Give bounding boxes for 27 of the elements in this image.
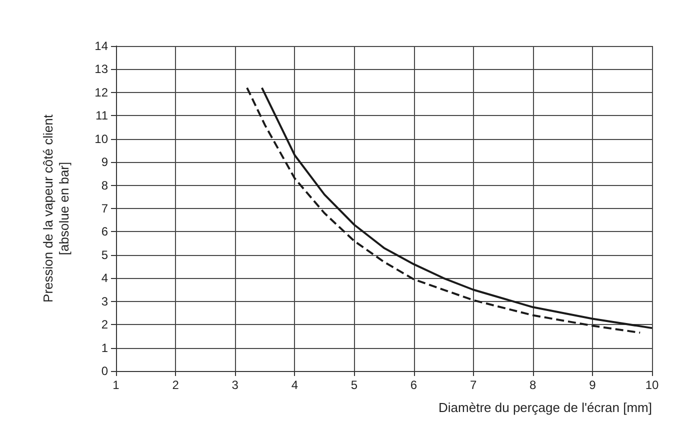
x-tick-label: 4 — [291, 378, 298, 392]
y-tick-label: 12 — [94, 85, 108, 100]
x-axis-title: Diamètre du perçage de l'écran [mm] — [438, 400, 652, 415]
x-tick-label: 1 — [112, 378, 120, 392]
x-tick-label: 3 — [232, 378, 239, 392]
y-tick-label: 2 — [101, 318, 108, 332]
y-tick-label: 13 — [94, 62, 108, 76]
y-axis-title: Pression de la vapeur côté client [absolue en bar] — [40, 114, 72, 302]
y-tick-label: 4 — [101, 271, 108, 286]
x-tick-label: 7 — [470, 378, 477, 392]
y-tick-label: 11 — [96, 108, 108, 123]
x-tick-label: 9 — [589, 378, 596, 392]
x-tick-label: 6 — [410, 378, 418, 392]
y-tick-label: 9 — [101, 155, 108, 170]
y-tick-label: 7 — [101, 202, 108, 216]
y-tick-label: 1 — [101, 340, 108, 355]
y-tick-label: 8 — [101, 178, 108, 192]
x-tick-label: 8 — [530, 378, 537, 392]
y-tick-label: 0 — [101, 364, 108, 378]
x-tick-label: 5 — [350, 378, 358, 392]
y-tick-label: 14 — [94, 39, 108, 53]
x-tick-label: 2 — [172, 378, 180, 392]
y-tick-label: 3 — [101, 294, 108, 308]
x-tick-label: 10 — [645, 378, 659, 392]
y-tick-label: 5 — [101, 248, 108, 262]
y-tick-label: 10 — [94, 132, 108, 146]
y-tick-label: 6 — [101, 224, 108, 239]
